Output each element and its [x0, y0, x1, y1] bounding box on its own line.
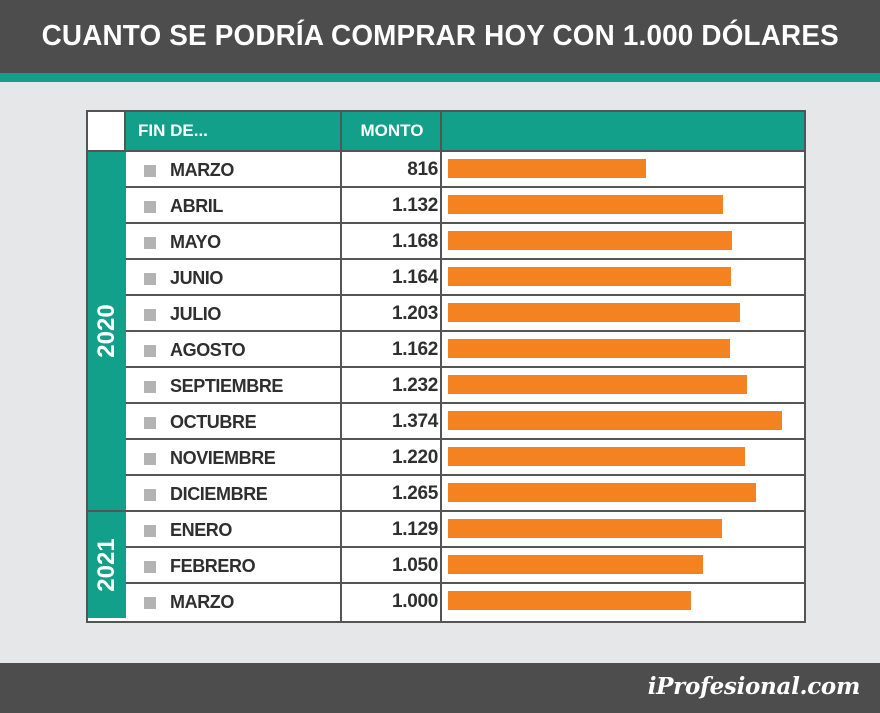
amount-label: 1.168: [391, 231, 438, 252]
table-row: MARZO 1.000: [126, 582, 804, 618]
table-row: NOVIEMBRE 1.220: [126, 438, 804, 474]
table-row: FEBRERO 1.050: [126, 546, 804, 582]
year-block-2021: 2021: [88, 510, 126, 618]
bullet-square-icon: [144, 525, 156, 537]
month-label: ENERO: [170, 520, 233, 540]
month-label: DICIEMBRE: [170, 484, 268, 504]
bullet-square-icon: [144, 345, 156, 357]
amount-bar: [448, 519, 722, 538]
amount-bar: [448, 267, 731, 286]
amount-label: 1.132: [391, 195, 438, 216]
amount-label: 1.050: [391, 555, 438, 576]
amount-bar: [448, 303, 740, 322]
amount-label: 1.232: [391, 375, 438, 396]
month-label: MARZO: [170, 160, 234, 180]
month-label: JULIO: [170, 304, 222, 324]
month-label: MAYO: [170, 232, 221, 252]
month-label: MARZO: [170, 592, 234, 612]
bullet-square-icon: [144, 273, 156, 285]
amount-label: 1.203: [391, 303, 438, 324]
month-label: ABRIL: [170, 196, 223, 216]
bullet-square-icon: [144, 561, 156, 573]
bullet-square-icon: [144, 417, 156, 429]
table-row: JULIO 1.203: [126, 294, 804, 330]
amount-bar: [448, 411, 782, 430]
bullet-square-icon: [144, 453, 156, 465]
column-header-amount: MONTO: [360, 121, 424, 140]
amount-bar: [448, 339, 730, 358]
amount-bar: [448, 231, 732, 250]
table-row: ENERO 1.129: [126, 510, 804, 546]
month-label: NOVIEMBRE: [170, 448, 276, 468]
bullet-square-icon: [144, 237, 156, 249]
year-label: 2021: [93, 538, 120, 592]
iprofesional-logo: iProfesional.com: [647, 673, 861, 700]
amount-label: 816: [407, 159, 438, 180]
data-table: FIN DE... MONTO MARZO 816 ABRIL 1.132 MAYO 1.…: [86, 110, 806, 623]
bullet-square-icon: [144, 381, 156, 393]
table-row: OCTUBRE 1.374: [126, 402, 804, 438]
bullet-square-icon: [144, 165, 156, 177]
table-row: AGOSTO 1.162: [126, 330, 804, 366]
accent-stripe: [0, 73, 880, 82]
amount-label: 1.265: [391, 483, 438, 504]
table-row: ABRIL 1.132: [126, 186, 804, 222]
table-row: MARZO 816: [126, 150, 804, 186]
amount-bar: [448, 375, 747, 394]
bullet-square-icon: [144, 489, 156, 501]
header-corner-cell: [88, 112, 126, 150]
amount-label: 1.220: [391, 447, 438, 468]
page-title: CUANTO SE PODRÍA COMPRAR HOY CON 1.000 D…: [41, 20, 839, 52]
amount-bar: [448, 483, 756, 502]
table-row: DICIEMBRE 1.265: [126, 474, 804, 510]
year-block-2020: 2020: [88, 150, 126, 510]
table-row: MAYO 1.168: [126, 222, 804, 258]
amount-label: 1.000: [391, 591, 438, 612]
month-label: JUNIO: [170, 268, 224, 288]
table-header: FIN DE... MONTO: [88, 112, 804, 150]
month-label: AGOSTO: [170, 340, 246, 360]
bullet-square-icon: [144, 597, 156, 609]
column-header-month: FIN DE...: [138, 121, 208, 140]
footer-bar: iProfesional.com: [0, 663, 880, 713]
table-row: SEPTIEMBRE 1.232: [126, 366, 804, 402]
year-label: 2020: [93, 304, 120, 358]
amount-bar: [448, 555, 703, 574]
month-label: FEBRERO: [170, 556, 256, 576]
amount-label: 1.129: [391, 519, 438, 540]
bullet-square-icon: [144, 201, 156, 213]
month-label: SEPTIEMBRE: [170, 376, 284, 396]
amount-bar: [448, 159, 646, 178]
amount-label: 1.374: [391, 411, 438, 432]
amount-bar: [448, 591, 691, 610]
month-label: OCTUBRE: [170, 412, 257, 432]
table-row: JUNIO 1.164: [126, 258, 804, 294]
amount-label: 1.162: [391, 339, 438, 360]
amount-bar: [448, 195, 723, 214]
amount-label: 1.164: [391, 267, 438, 288]
amount-bar: [448, 447, 745, 466]
bullet-square-icon: [144, 309, 156, 321]
header-bar: CUANTO SE PODRÍA COMPRAR HOY CON 1.000 D…: [0, 0, 880, 73]
